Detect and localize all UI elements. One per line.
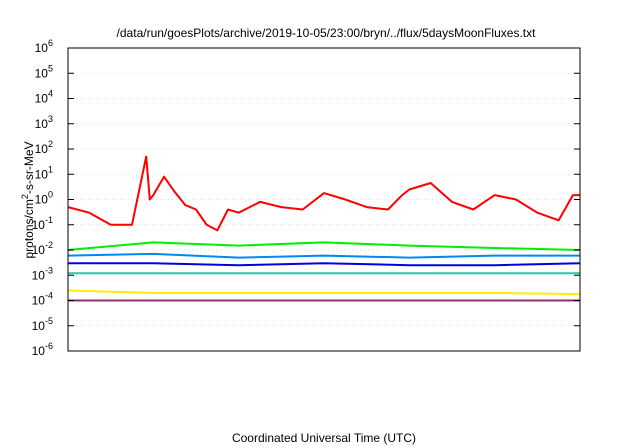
grid xyxy=(68,72,580,327)
y-tick-label: 105 xyxy=(35,63,53,80)
y-tick-label: 10-6 xyxy=(32,341,53,358)
axes: 10-6 10-5 10-4 10-3 10-2 10-1 100 101 102 103 104 1… xyxy=(32,38,580,358)
y-tick-label: 100 xyxy=(35,190,53,207)
plot-frame xyxy=(67,47,581,352)
series-5-line xyxy=(67,289,581,296)
y-axis-label-post: -s-sr-MeV xyxy=(22,141,36,194)
y-tick-label: 101 xyxy=(35,164,53,181)
y-tick-label: 106 xyxy=(35,38,53,55)
chart-title: /data/run/goesPlots/archive/2019-10-05/2… xyxy=(117,26,537,40)
series-2-line xyxy=(67,252,580,259)
series-0-line xyxy=(67,155,580,232)
y-axis-label-pre: protons/cm xyxy=(22,199,36,258)
y-tick-label: 104 xyxy=(35,89,53,106)
series-group xyxy=(67,155,581,302)
y-tick-label: 102 xyxy=(35,139,53,156)
y-tick-label: 10-5 xyxy=(32,316,53,333)
series-1-line xyxy=(67,241,581,251)
y-tick-label: 10-4 xyxy=(32,291,53,308)
series-3-line xyxy=(68,262,581,267)
y-tick-label: 10-3 xyxy=(32,265,53,282)
y-tick-label: 10-1 xyxy=(32,215,53,232)
x-axis-label: Coordinated Universal Time (UTC) xyxy=(232,431,416,445)
y-tick-label: 10-2 xyxy=(32,240,53,257)
y-tick-label: 103 xyxy=(35,114,53,131)
y-axis-label: protons/cm2-s-sr-MeV xyxy=(20,141,36,258)
y-axis-label-sup: 2 xyxy=(20,194,30,199)
